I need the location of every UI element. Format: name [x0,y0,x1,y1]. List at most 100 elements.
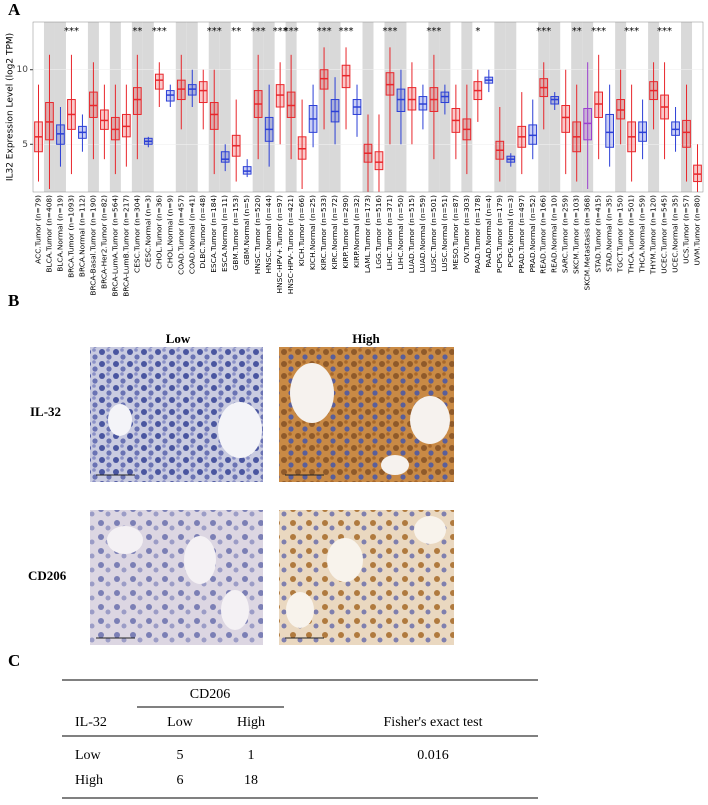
significance-label: *** [536,26,551,37]
x-tick-label: THCA.Tumor (n=501) [627,195,636,275]
table-header: High [237,715,265,730]
y-tick-label: 10 [17,65,29,75]
x-tick-label: SKCM.Metastasis (n=368) [583,195,592,291]
micrograph [279,347,454,482]
significance-label: * [475,26,480,37]
column-label: High [352,331,380,346]
box [220,151,230,163]
x-tick-label: LAML.Tumor (n=173) [363,195,372,273]
box [133,87,142,115]
x-tick-label: BRCA-Basal.Tumor (n=190) [88,195,97,296]
x-tick-label: OV.Tumor (n=303) [462,195,471,263]
x-tick-label: HNSC-HPV+.Tumor (n=97) [275,195,284,294]
x-tick-label: UCS.Tumor (n=57) [682,195,691,264]
significance-label: ** [572,26,582,37]
plot-frame [32,21,704,193]
x-tick-label: PRAD.Tumor (n=497) [517,195,526,273]
x-tick-label: PCPG.Normal (n=3) [506,195,515,268]
x-tick-label: LIHC.Tumor (n=371) [385,195,394,270]
box [209,102,219,130]
x-tick-label: UCEC.Normal (n=35) [671,195,680,273]
panel-c: C CD206 IL-32 Low High Fisher's exact te… [8,651,538,799]
x-tick-label: MESO.Tumor (n=87) [451,195,460,270]
table-header: Low [167,715,194,730]
x-tick-label: LUAD.Tumor (n=515) [407,195,416,273]
significance-label: *** [624,26,639,37]
group-band [219,22,231,192]
x-tick-label: KIRP.Normal (n=32) [352,195,361,268]
x-tick-label: PCPG.Tumor (n=179) [495,195,504,273]
x-tick-label: LUAD.Normal (n=59) [418,195,427,273]
significance-label: *** [273,26,288,37]
box [682,119,691,148]
y-axis-title: IL32 Expression Level (log2 TPM) [6,33,16,181]
x-tick-label: STAD.Normal (n=35) [605,195,614,272]
table-cell: High [75,773,103,788]
x-tick-label: BLCA.Normal (n=19) [55,195,64,272]
row-label: IL-32 [30,404,61,419]
table-cell: 0.016 [417,748,449,763]
x-tick-label: CHOL.Tumor (n=36) [154,195,163,269]
significance-label: *** [657,26,672,37]
group-band [362,22,374,192]
x-tick-label: PAAD.Normal (n=4) [484,195,493,268]
micrograph [90,510,263,645]
table-header: IL-32 [75,715,107,730]
x-tick-label: LUSC.Tumor (n=501) [429,195,438,272]
x-tick-label: KICH.Tumor (n=66) [297,195,306,266]
box [198,81,208,104]
group-band [142,22,154,192]
x-tick-label: GBM.Normal (n=5) [242,195,251,265]
box [605,113,614,148]
x-tick-label: BRCA.Normal (n=112) [77,195,86,277]
x-tick-label: TGCT.Tumor (n=150) [616,195,625,273]
x-tick-label: COAD.Normal (n=41) [187,195,196,274]
x-tick-label: HNSC.Normal (n=44) [264,195,273,274]
x-tick-label: THCA.Normal (n=59) [638,195,647,274]
panel-label: C [8,651,20,670]
panel-label: B [8,291,19,310]
x-tick-label: UVM.Tumor (n=80) [693,195,702,266]
x-tick-label: READ.Normal (n=10) [550,195,559,273]
table-cell: Low [75,748,102,763]
table-cell: 1 [248,748,255,763]
x-tick-label: CESC.Normal (n=3) [143,195,152,268]
x-tick-label: PRAD.Normal (n=52) [528,195,537,273]
x-tick-label: CHOL.Normal (n=9) [165,195,174,269]
x-tick-label: BRCA-Her2.Tumor (n=82) [99,195,108,289]
table-header: Fisher's exact test [384,715,483,730]
significance-label: *** [426,26,441,37]
box [561,105,571,133]
significance-label: *** [317,26,332,37]
x-tick-label: THYM.Tumor (n=120) [649,195,658,275]
significance-label: *** [591,26,606,37]
table-cell: 5 [177,748,184,763]
significance-label: *** [207,26,222,37]
box [374,151,384,171]
x-tick-label: READ.Tumor (n=166) [539,195,548,274]
x-tick-label: STAD.Tumor (n=415) [594,195,603,273]
x-tick-label: KIRC.Normal (n=72) [330,195,339,270]
panel-b: B Low High IL-32 CD206 [8,291,454,645]
x-tick-label: GBM.Tumor (n=153) [231,195,240,271]
column-label: Low [166,331,191,346]
x-tick-label: SKCM.Tumor (n=103) [572,195,581,274]
x-tick-label: HNSC-HPV-.Tumor (n=421) [286,195,295,294]
x-tick-label: ACC.Tumor (n=79) [33,195,42,264]
micrograph [279,510,454,645]
x-tick-label: DLBC.Tumor (n=48) [198,195,207,269]
x-tick-label: HNSC.Tumor (n=520) [253,195,262,274]
micrograph [90,347,263,482]
significance-label: *** [64,26,79,37]
panel-label: A [8,0,21,19]
x-tick-label: KIRP.Tumor (n=290) [341,195,350,269]
table-cell: 6 [177,773,184,788]
x-tick-label: LGG.Tumor (n=516) [374,195,383,269]
x-tick-label: COAD.Tumor (n=457) [176,195,185,275]
x-tick-label: LIHC.Normal (n=50) [396,195,405,270]
y-tick-label: 5 [22,140,28,150]
x-tick-label: ESCA.Normal (n=11) [220,195,229,272]
significance-label: *** [284,26,299,37]
x-tick-label: UCEC.Tumor (n=545) [660,195,669,274]
